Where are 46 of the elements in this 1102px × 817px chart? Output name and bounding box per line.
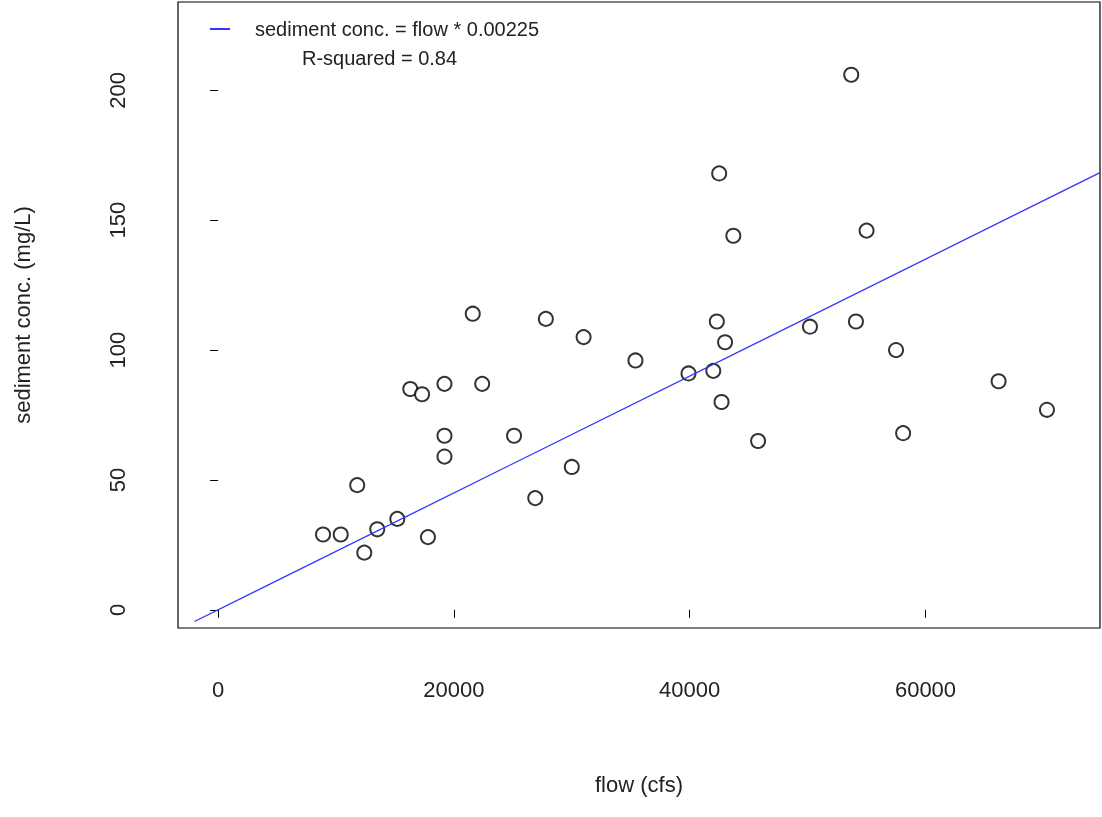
x-tick-label: 60000 [894,676,957,702]
point [801,318,818,335]
y-axis-title: sediment conc. (mg/L) [9,206,35,424]
point [527,490,544,507]
point [315,526,332,543]
point [990,373,1007,390]
point [888,342,905,359]
point [895,425,912,442]
point [349,477,366,494]
point [537,310,554,327]
point [436,427,453,444]
point [414,386,431,403]
point [436,448,453,465]
point [858,222,875,239]
point [708,313,725,330]
point [717,334,734,351]
point [464,305,481,322]
point [332,526,349,543]
point [713,394,730,411]
x-tick-label: 0 [211,676,225,702]
point [402,381,419,398]
y-tick-label: 100 [104,331,130,369]
y-tick-label: 50 [104,467,130,493]
point [436,375,453,392]
point [847,313,864,330]
point [705,362,722,379]
point [506,427,523,444]
point [843,66,860,83]
point [627,352,644,369]
point [1038,401,1055,418]
point [474,375,491,392]
point [575,329,592,346]
y-tick-label: 150 [104,201,130,239]
y-tick-label: 200 [104,71,130,109]
legend-label: sediment conc. = flow * 0.00225 [255,18,540,40]
point [725,227,742,244]
point [419,529,436,546]
point [356,544,373,561]
annotation: R-squared = 0.84 [302,47,458,69]
x-axis-title: flow (cfs) [595,771,683,797]
point [563,458,580,475]
y-tick-label: 0 [104,603,130,616]
x-tick-label: 40000 [659,676,721,702]
point [711,165,728,182]
point [750,432,767,449]
x-tick-label: 20000 [423,676,485,702]
